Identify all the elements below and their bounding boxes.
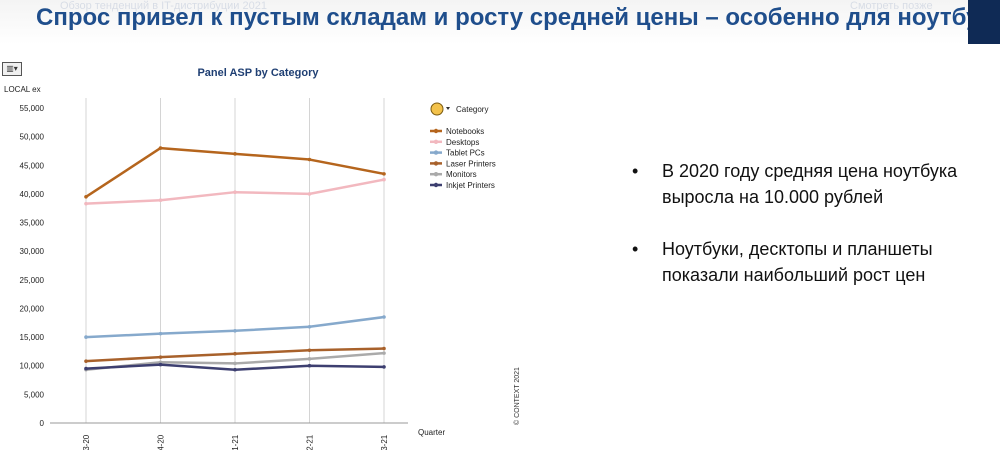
data-point [84, 366, 88, 371]
y-tick-label: 45,000 [20, 161, 45, 170]
x-axis-label: Quarter [418, 428, 445, 437]
bullet-text: Ноутбуки, десктопы и планшеты показали н… [662, 239, 933, 285]
data-point [382, 365, 386, 369]
data-point [307, 357, 312, 361]
data-point [382, 172, 386, 176]
y-axis-label: LOCAL ex [4, 85, 41, 94]
watch-later-link[interactable]: Смотреть позже [850, 0, 933, 12]
data-point [382, 346, 386, 351]
legend-category-dropdown[interactable]: Category [430, 102, 488, 116]
legend-marker [433, 172, 439, 177]
data-point [233, 351, 237, 356]
legend-label: Monitors [446, 170, 477, 179]
y-tick-label: 50,000 [20, 133, 45, 142]
slide-header-band [0, 0, 1000, 44]
y-tick-label: 0 [40, 419, 45, 428]
data-point [382, 351, 386, 355]
x-tick-label: Q3-20 [82, 434, 91, 450]
data-point [382, 315, 386, 319]
x-tick-label: Q4-20 [157, 434, 166, 450]
video-overlay-title: Обзор тенденций в IT-дистрибуции 2021 [60, 0, 267, 12]
data-point [233, 328, 237, 333]
bullet-dot-icon: • [632, 161, 639, 181]
data-point [158, 331, 163, 336]
data-point [84, 201, 88, 206]
chart-copyright: © CONTEXT 2021 [513, 367, 521, 425]
data-point [84, 335, 88, 339]
data-point [233, 152, 237, 156]
bullet-item: • В 2020 году средняя цена ноутбука вырос… [632, 158, 982, 210]
legend-marker [433, 182, 439, 188]
slide-title: Спрос привел к пустым складам и росту ср… [36, 4, 1000, 31]
data-point [307, 157, 312, 162]
legend-marker [433, 128, 439, 134]
bullet-item: • Ноутбуки, десктопы и планшеты показали … [632, 236, 982, 288]
legend-title: Category [456, 105, 488, 114]
y-tick-label: 20,000 [20, 304, 45, 313]
legend-label: Notebooks [446, 127, 484, 136]
x-tick-label: Q1-21 [231, 434, 240, 450]
data-point [307, 324, 312, 329]
bullet-dot-icon: • [632, 239, 639, 259]
y-tick-label: 40,000 [20, 190, 45, 199]
bullet-list: • В 2020 году средняя цена ноутбука вырос… [632, 158, 982, 314]
y-tick-label: 30,000 [20, 247, 45, 256]
legend-marker [433, 139, 439, 144]
y-tick-label: 5,000 [24, 390, 45, 399]
data-point [158, 146, 163, 150]
legend-marker [433, 161, 439, 166]
chevron-down-icon [446, 107, 450, 110]
data-point [307, 348, 312, 353]
chart-title: Panel ASP by Category [197, 67, 319, 79]
y-tick-label: 55,000 [20, 104, 45, 113]
data-point [307, 192, 312, 196]
y-tick-label: 15,000 [20, 333, 45, 342]
legend-label: Inkjet Printers [446, 181, 495, 190]
bullet-text: В 2020 году средняя цена ноутбука выросл… [662, 161, 958, 207]
data-point [382, 177, 386, 182]
chart-type-icon[interactable]: ▥▾ [2, 62, 22, 76]
y-tick-label: 10,000 [20, 362, 45, 371]
data-point [158, 355, 163, 359]
legend-marker [433, 150, 439, 155]
data-point [84, 194, 88, 199]
legend-label: Tablet PCs [446, 149, 485, 158]
data-point [158, 198, 163, 203]
palette-icon [430, 102, 444, 116]
data-point [84, 359, 88, 363]
y-tick-label: 25,000 [20, 276, 45, 285]
x-tick-label: Q2-21 [306, 434, 315, 450]
data-point [233, 361, 237, 366]
corner-logo-block [968, 0, 1000, 44]
legend-label: Laser Printers [446, 159, 496, 168]
data-point [233, 367, 237, 372]
y-tick-label: 35,000 [20, 219, 45, 228]
line-chart: Panel ASP by Category LOCAL ex Quarter ©… [4, 67, 521, 450]
data-point [233, 190, 237, 194]
data-point [307, 363, 312, 368]
data-point [158, 362, 163, 367]
legend-label: Desktops [446, 138, 479, 147]
x-tick-label: Q3-21 [380, 434, 389, 450]
